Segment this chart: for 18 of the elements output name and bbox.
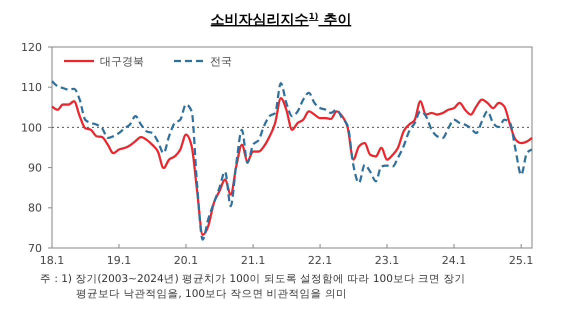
x-tick-label: 23.1 — [374, 254, 400, 267]
x-tick-label: 24.1 — [442, 254, 466, 267]
y-tick-label: 120 — [21, 40, 42, 54]
y-tick-label: 100 — [21, 121, 42, 134]
y-tick-label: 110 — [21, 81, 42, 94]
y-tick-label: 80 — [28, 202, 42, 215]
x-tick-label: 20.1 — [174, 254, 198, 267]
text: 주 : 1) 장기(2003~2024년) 평균치가 100이 되도록 설정함에 따라 100보다 크면 장기 평균보다 낙관적임을, 100보다 작으면 비관적임을 의미 — [40, 273, 466, 300]
x-tick-label: 19.1 — [106, 254, 132, 267]
x-tick-label: 18.1 — [40, 254, 64, 267]
legend-label: 대구경북 — [100, 54, 144, 68]
y-tick-label: 90 — [28, 161, 42, 174]
x-tick-label: 21.1 — [240, 254, 266, 267]
x-tick-label: 25.1 — [508, 254, 534, 267]
legend-label: 전국 — [210, 54, 232, 68]
x-tick-label: 22.1 — [308, 254, 332, 267]
chart-title: 소비자심리지수$^{1)}$ 추이 — [210, 11, 352, 28]
y-tick-label: 70 — [28, 242, 42, 255]
